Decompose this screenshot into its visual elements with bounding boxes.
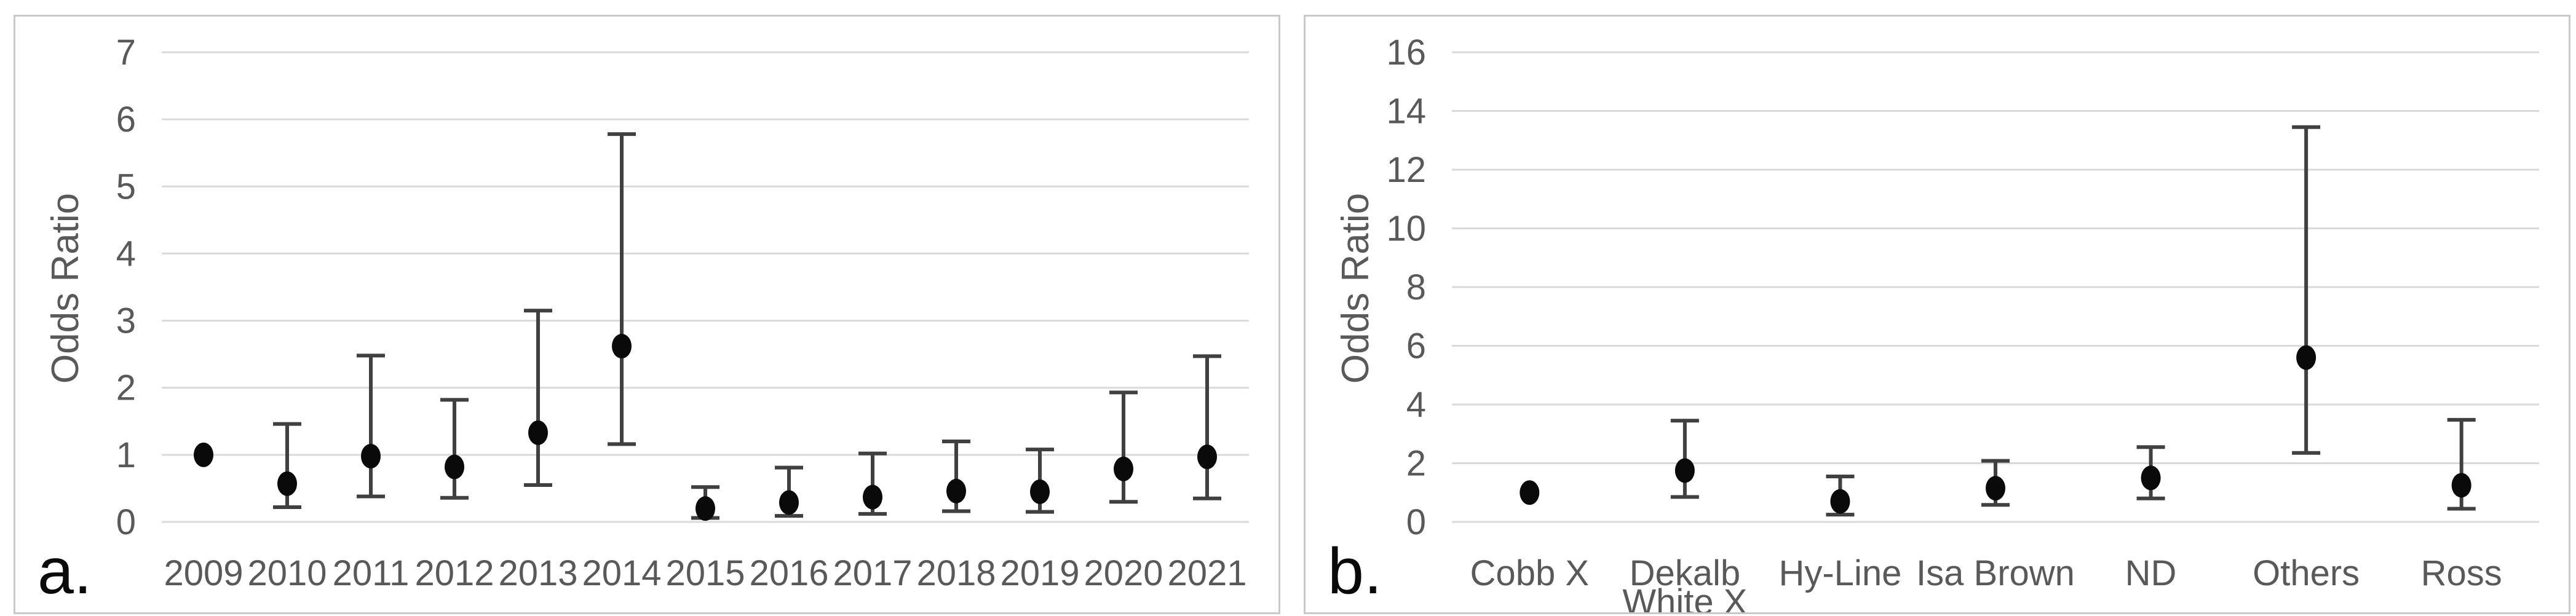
data-point-marker: [1986, 476, 2005, 501]
data-points-group: [194, 132, 1221, 521]
y-tick-label: 0: [1406, 502, 1426, 542]
y-tick-label: 2: [1406, 444, 1426, 484]
data-point-marker: [1030, 479, 1050, 504]
data-point-marker: [2296, 345, 2316, 370]
panel-letter-b: b.: [1328, 535, 1382, 607]
x-tick-label: 2018: [916, 553, 996, 593]
x-tick-label: Dekalb: [1630, 553, 1741, 593]
y-axis-tick-labels: 0 1 2 3 4 5 6 7: [116, 33, 136, 542]
y-tick-label: 6: [116, 100, 136, 140]
data-points-group: [1520, 125, 2476, 517]
x-tick-label: 2014: [582, 553, 661, 593]
y-tick-label: 10: [1386, 209, 1426, 249]
y-axis-title: Odds Ratio: [1334, 193, 1377, 384]
y-tick-label: 4: [116, 234, 136, 274]
panel-b-odds-ratio-by-breed: 0 2 4 6 8 10 12 14 16 Cobb X Dekalb White X Hy-Line…: [1304, 15, 2570, 614]
gridlines-group: [162, 51, 1249, 523]
y-tick-label: 1: [116, 435, 136, 475]
x-tick-label: 2010: [247, 553, 327, 593]
x-tick-label: 2019: [1000, 553, 1079, 593]
y-axis-title: Odds Ratio: [44, 193, 87, 384]
x-tick-label: 2017: [833, 553, 912, 593]
x-axis-tick-labels: 2009 2010 2011 2012 2013 2014 2015 2016 2017 2018…: [164, 553, 1246, 593]
y-tick-label: 3: [116, 301, 136, 341]
x-tick-label: 2011: [333, 553, 410, 593]
y-tick-label: 0: [116, 502, 136, 542]
x-tick-label: 2021: [1167, 553, 1246, 593]
gridlines-group: [1452, 51, 2539, 523]
y-tick-label: 4: [1406, 385, 1426, 425]
data-point-marker: [2141, 465, 2161, 491]
y-axis-tick-labels: 0 2 4 6 8 10 12 14 16: [1386, 33, 1426, 542]
data-point-marker: [1114, 456, 1133, 481]
data-point-marker: [361, 444, 381, 469]
y-tick-label: 7: [116, 33, 136, 73]
data-point-marker: [1830, 489, 1850, 514]
x-tick-label: Cobb X: [1470, 553, 1589, 593]
y-tick-label: 2: [116, 368, 136, 408]
data-point-marker: [445, 454, 464, 480]
data-point-marker: [1197, 444, 1217, 470]
y-tick-label: 6: [1406, 326, 1426, 366]
y-tick-label: 14: [1386, 92, 1426, 132]
x-tick-label: Hy-Line: [1778, 553, 1901, 593]
y-tick-label: 12: [1386, 150, 1426, 190]
data-point-marker: [779, 490, 799, 515]
data-point-marker: [863, 484, 882, 510]
x-tick-label: 2012: [414, 553, 494, 593]
data-point-marker: [528, 420, 548, 445]
y-tick-label: 8: [1406, 267, 1426, 307]
x-tick-label: 2020: [1084, 553, 1163, 593]
data-point-marker: [1674, 458, 1695, 483]
panel-letter-a: a.: [38, 535, 92, 607]
x-tick-label: Ross: [2421, 553, 2502, 593]
data-point-marker: [194, 442, 213, 467]
x-tick-label: Others: [2253, 553, 2360, 593]
y-tick-label: 16: [1386, 33, 1426, 73]
x-tick-label: 2009: [164, 553, 243, 593]
x-tick-label: ND: [2125, 553, 2177, 593]
x-tick-label: 2013: [498, 553, 577, 593]
x-tick-label: Isa Brown: [1916, 553, 2075, 593]
y-tick-label: 5: [116, 167, 136, 207]
x-tick-label: White X: [1622, 582, 1747, 612]
x-tick-label: 2015: [665, 553, 745, 593]
data-point-marker: [277, 471, 297, 496]
data-point-marker: [946, 478, 966, 503]
data-point-marker: [612, 334, 632, 359]
data-point-marker: [1520, 480, 1540, 505]
x-tick-label: 2016: [749, 553, 828, 593]
data-point-marker: [2451, 473, 2471, 498]
data-point-marker: [696, 496, 715, 521]
